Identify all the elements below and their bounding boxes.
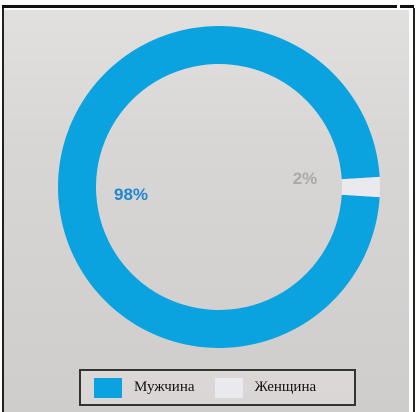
donut-slices — [57, 25, 380, 349]
donut-slice-male — [57, 25, 380, 349]
chart-legend: Мужчина Женщина — [79, 369, 356, 406]
data-label-male: 98% — [114, 185, 148, 204]
legend-swatch-male — [94, 377, 122, 398]
data-label-female: 2% — [293, 169, 318, 188]
legend-label-male: Мужчина — [134, 379, 195, 395]
legend-item-male: Мужчина — [94, 377, 195, 398]
top-border-rule — [2, 5, 397, 8]
frame-right-border — [413, 8, 415, 412]
top-border-rule-right — [400, 5, 414, 8]
legend-label-female: Женщина — [254, 379, 317, 395]
legend-swatch-female — [214, 377, 243, 398]
frame-left-border — [2, 8, 4, 412]
legend-item-female: Женщина — [214, 377, 317, 398]
donut-slice-female — [341, 176, 380, 198]
